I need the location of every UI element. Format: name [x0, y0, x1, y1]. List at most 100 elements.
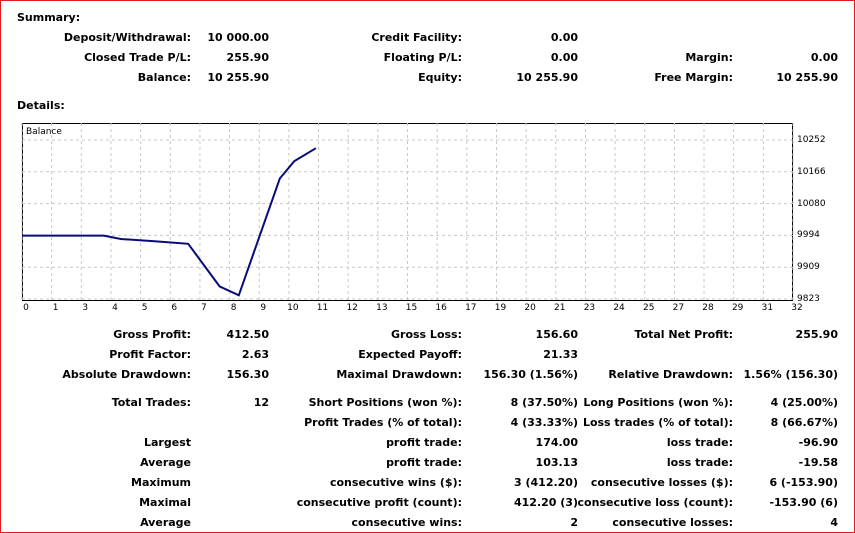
y-tick-label: 9909	[797, 262, 820, 273]
x-tick-label: 0	[23, 303, 29, 313]
x-tick-label: 11	[316, 303, 329, 313]
floating-pl-label: Floating P/L:	[383, 51, 462, 64]
largest-label: Largest	[144, 436, 191, 449]
details-title: Details:	[17, 99, 65, 112]
profit-trades-label: Profit Trades (% of total):	[304, 416, 462, 429]
x-tick-label: 32	[791, 303, 803, 313]
largest-loss-value: -96.90	[798, 436, 838, 449]
maximal-cons-profit-label: consecutive profit (count):	[296, 496, 462, 509]
balance-label: Balance:	[137, 71, 191, 84]
x-tick-label: 20	[524, 303, 536, 313]
largest-profit-label: profit trade:	[386, 436, 462, 449]
x-tick-label: 6	[171, 303, 178, 313]
maximal-drawdown-value: 156.30 (1.56%)	[483, 368, 579, 381]
total-trades-label: Total Trades:	[111, 396, 191, 409]
loss-trades-value: 8 (66.67%)	[770, 416, 838, 429]
x-tick-label: 3	[82, 303, 89, 313]
x-tick-label: 31	[761, 303, 774, 313]
x-tick-label: 29	[731, 303, 744, 313]
maximal-drawdown-label: Maximal Drawdown:	[336, 368, 462, 381]
x-tick-label: 15	[405, 303, 418, 313]
maximal-cons-profit-value: 412.20 (3)	[514, 496, 578, 509]
credit-label: Credit Facility:	[371, 31, 462, 44]
margin-label: Margin:	[685, 51, 733, 64]
average-label: Average	[140, 456, 191, 469]
balance-value: 10 255.90	[207, 71, 269, 84]
maximal-label: Maximal	[139, 496, 191, 509]
balance-chart-svg: Balance	[21, 123, 794, 301]
x-tick-label: 9	[260, 303, 267, 313]
max-cons-wins-value: 3 (412.20)	[514, 476, 578, 489]
chart-title: Balance	[26, 127, 62, 137]
y-tick-label: 10166	[797, 166, 826, 177]
gross-loss-label: Gross Loss:	[391, 328, 462, 341]
total-trades-value: 12	[253, 396, 269, 409]
y-tick-label: 10252	[797, 135, 826, 145]
short-positions-label: Short Positions (won %):	[308, 396, 462, 409]
maximum-label: Maximum	[131, 476, 191, 489]
gross-profit-label: Gross Profit:	[113, 328, 191, 341]
x-tick-label: 19	[494, 303, 507, 313]
max-cons-wins-label: consecutive wins ($):	[329, 476, 462, 489]
avg-cons-wins-label: consecutive wins:	[351, 516, 462, 529]
long-positions-label: Long Positions (won %):	[583, 396, 733, 409]
balance-series-line	[22, 147, 317, 297]
x-tick-label: 28	[702, 303, 714, 313]
equity-value: 10 255.90	[516, 71, 578, 84]
average-profit-value: 103.13	[535, 456, 578, 469]
deposit-label: Deposit/Withdrawal:	[63, 31, 191, 44]
y-tick-label: 10080	[797, 198, 826, 209]
expected-payoff-label: Expected Payoff:	[358, 348, 462, 361]
max-cons-losses-value: 6 (-153.90)	[769, 476, 838, 489]
largest-loss-label: loss trade:	[666, 436, 733, 449]
deposit-value: 10 000.00	[207, 31, 269, 44]
x-tick-label: 7	[201, 303, 207, 313]
average-loss-value: -19.58	[798, 456, 838, 469]
x-tick-label: 17	[465, 303, 477, 313]
closed-pl-value: 255.90	[226, 51, 269, 64]
avg-cons-losses-label: consecutive losses:	[612, 516, 733, 529]
avg-cons-wins-value: 2	[570, 516, 578, 529]
margin-value: 0.00	[810, 51, 838, 64]
closed-pl-label: Closed Trade P/L:	[84, 51, 191, 64]
average-profit-label: profit trade:	[386, 456, 462, 469]
gross-loss-value: 156.60	[535, 328, 578, 341]
profit-factor-value: 2.63	[241, 348, 269, 361]
long-positions-value: 4 (25.00%)	[770, 396, 838, 409]
relative-drawdown-value: 1.56% (156.30)	[743, 368, 839, 381]
total-net-profit-value: 255.90	[795, 328, 838, 341]
maximal-cons-loss-value: -153.90 (6)	[769, 496, 838, 509]
maximal-cons-loss-label: consecutive loss (count):	[577, 496, 733, 509]
x-tick-label: 10	[287, 303, 299, 313]
x-tick-label: 12	[346, 303, 358, 313]
total-net-profit-label: Total Net Profit:	[634, 328, 734, 341]
loss-trades-label: Loss trades (% of total):	[582, 416, 733, 429]
gross-profit-value: 412.50	[226, 328, 269, 341]
x-tick-label: 23	[583, 303, 596, 313]
x-tick-label: 5	[141, 303, 148, 313]
credit-value: 0.00	[550, 31, 578, 44]
average-loss-label: loss trade:	[666, 456, 733, 469]
chart-grid	[21, 123, 794, 301]
y-tick-label: 9823	[797, 294, 820, 304]
max-cons-losses-label: consecutive losses ($):	[590, 476, 733, 489]
expected-payoff-value: 21.33	[543, 348, 578, 361]
free-margin-label: Free Margin:	[654, 71, 733, 84]
summary-title: Summary:	[17, 11, 81, 24]
x-tick-label: 16	[435, 303, 447, 313]
x-tick-label: 21	[554, 303, 566, 313]
short-positions-value: 8 (37.50%)	[510, 396, 578, 409]
average2-label: Average	[140, 516, 191, 529]
profit-factor-label: Profit Factor:	[109, 348, 191, 361]
x-tick-label: 1	[52, 303, 59, 313]
relative-drawdown-label: Relative Drawdown:	[608, 368, 733, 381]
equity-label: Equity:	[418, 71, 462, 84]
x-tick-label: 25	[642, 303, 655, 313]
y-tick-label: 9994	[797, 230, 820, 241]
avg-cons-losses-value: 4	[830, 516, 838, 529]
profit-trades-value: 4 (33.33%)	[510, 416, 578, 429]
x-tick-label: 13	[376, 303, 388, 313]
absolute-drawdown-label: Absolute Drawdown:	[62, 368, 191, 381]
x-tick-label: 8	[230, 303, 237, 313]
